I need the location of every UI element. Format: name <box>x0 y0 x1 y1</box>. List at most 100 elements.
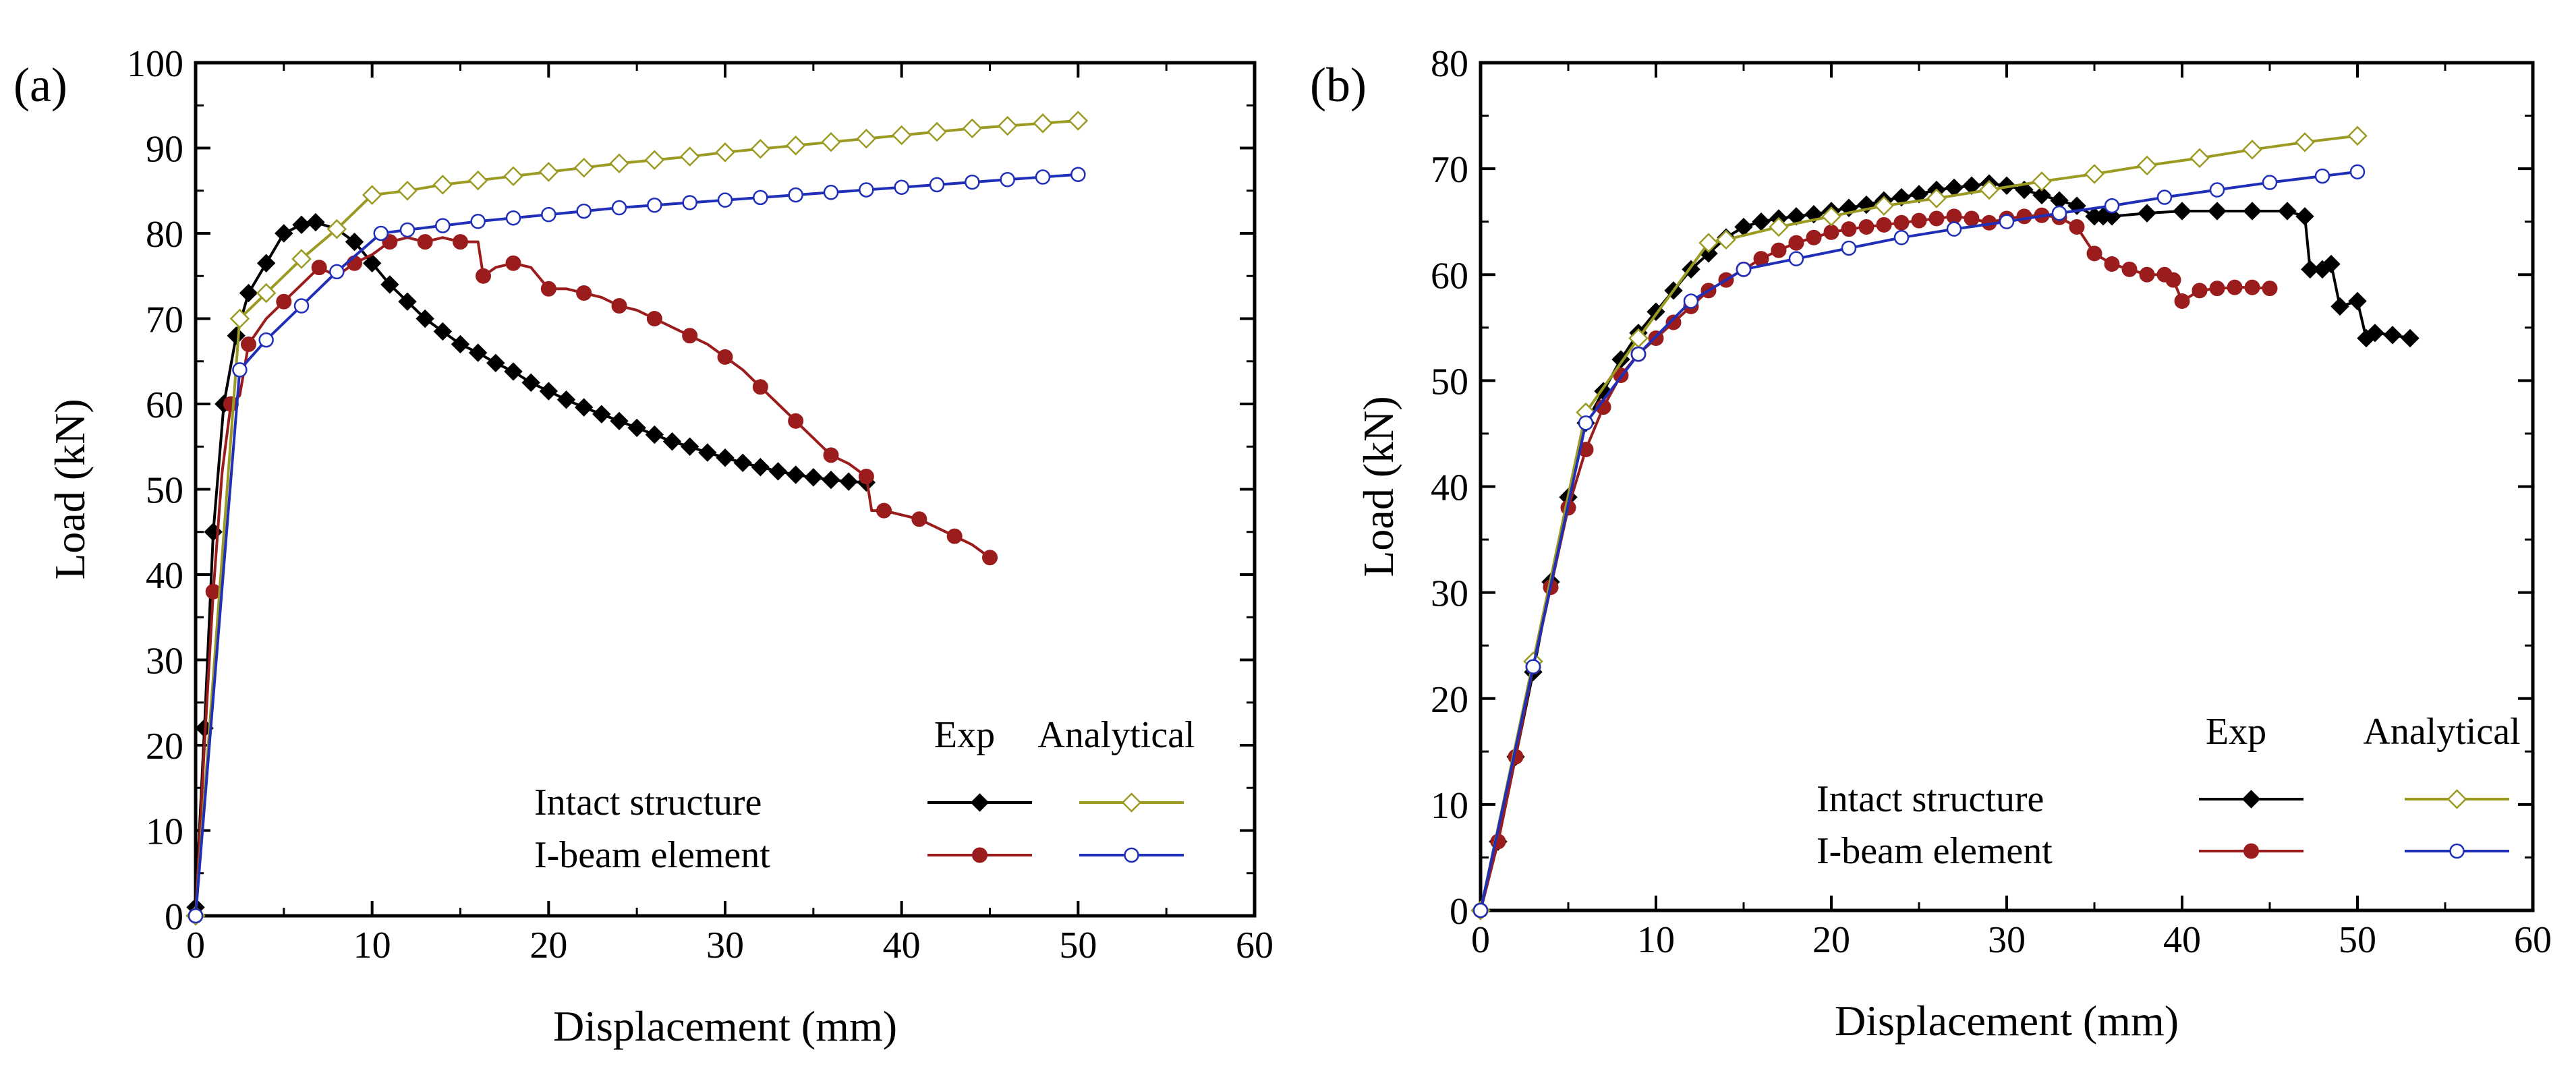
data-point-marker <box>715 142 735 163</box>
data-point-marker <box>2032 185 2051 205</box>
data-point-marker <box>1964 210 1980 227</box>
data-point-marker <box>891 125 912 146</box>
x-axis-label: Displacement (mm) <box>553 1002 897 1050</box>
data-point-marker <box>1070 167 1086 182</box>
legend: Exp Analytical Intact structure I-beam elem… <box>1816 711 2521 872</box>
data-point-marker <box>911 511 927 527</box>
data-point-marker <box>2314 168 2330 184</box>
data-point-marker <box>823 185 839 200</box>
data-point-marker <box>1823 224 1839 240</box>
data-point-marker <box>2084 164 2105 184</box>
data-point-marker <box>1788 251 1804 266</box>
data-point-marker <box>962 118 983 139</box>
legend-row-label: I-beam element <box>534 834 770 876</box>
x-tick-label: 0 <box>1471 919 1490 961</box>
data-point-marker <box>1893 230 1910 245</box>
data-point-marker <box>1910 185 1928 204</box>
data-point-marker <box>1876 216 1892 233</box>
data-point-marker <box>486 353 505 372</box>
legend-swatch-marker <box>1124 847 1139 863</box>
series-line <box>1479 170 2358 911</box>
data-point-marker <box>2295 132 2315 152</box>
data-point-marker <box>1911 212 1927 229</box>
x-tick-label: 20 <box>529 925 567 966</box>
data-point-marker <box>276 293 292 310</box>
data-point-marker <box>1997 176 2016 195</box>
data-point-marker <box>2366 323 2384 343</box>
y-axis-label: Load (kN) <box>1354 396 1402 577</box>
data-point-marker <box>291 249 312 269</box>
legend-row-label: Intact structure <box>534 782 762 823</box>
data-point-marker <box>275 224 293 243</box>
legend-col-header: Exp <box>934 714 995 756</box>
data-point-marker <box>2069 219 2085 235</box>
data-point-marker <box>2121 261 2138 277</box>
data-point-marker <box>611 200 627 216</box>
data-point-marker <box>2104 256 2120 272</box>
data-point-marker <box>505 255 521 271</box>
data-point-marker <box>574 398 594 417</box>
data-point-marker <box>982 550 998 566</box>
y-tick-label: 90 <box>146 129 183 171</box>
data-point-marker <box>539 382 559 401</box>
data-point-marker <box>750 138 771 159</box>
data-point-marker <box>946 528 963 544</box>
data-point-marker <box>609 153 629 174</box>
data-point-marker <box>1525 659 1541 674</box>
panel-label: (b) <box>1310 58 1367 112</box>
data-point-marker <box>1771 242 1787 258</box>
data-point-marker <box>1665 314 1682 330</box>
y-tick-label: 70 <box>146 299 183 341</box>
data-point-marker <box>788 413 804 429</box>
data-point-marker <box>717 192 733 208</box>
x-tick-label: 60 <box>1236 925 1273 966</box>
data-point-marker <box>476 268 492 284</box>
data-point-marker <box>823 447 839 463</box>
data-point-marker <box>329 264 345 280</box>
data-point-marker <box>188 908 204 924</box>
data-point-marker <box>611 298 627 314</box>
x-tick-label: 30 <box>1988 919 2026 961</box>
data-point-marker <box>345 232 364 252</box>
data-point-marker <box>2156 190 2173 205</box>
data-point-marker <box>576 285 592 301</box>
data-point-marker <box>2227 279 2243 295</box>
data-point-marker <box>644 150 665 170</box>
legend-swatch-marker <box>2449 843 2465 859</box>
y-tick-label: 80 <box>1431 43 1468 85</box>
data-point-marker <box>2301 260 2320 279</box>
data-point-marker <box>229 308 250 329</box>
data-point-marker <box>2209 281 2225 297</box>
data-point-marker <box>258 332 274 348</box>
data-point-marker <box>1736 262 1752 277</box>
data-point-marker <box>2032 171 2052 192</box>
data-point-marker <box>1999 214 2015 229</box>
data-point-marker <box>521 373 540 392</box>
legend: Exp Analytical Intact structure I-beam elem… <box>534 714 1195 876</box>
x-tick-label: 30 <box>706 925 744 966</box>
data-point-marker <box>1698 233 1719 253</box>
data-point-marker <box>417 234 433 250</box>
data-point-marker <box>256 254 276 272</box>
data-point-marker <box>1578 415 1594 431</box>
x-tick-label: 40 <box>883 925 921 966</box>
data-point-marker <box>1928 210 1945 227</box>
x-tick-label: 40 <box>2163 919 2201 961</box>
x-tick-label: 10 <box>353 925 391 966</box>
legend-swatch-marker <box>2243 843 2259 859</box>
data-point-marker <box>435 218 451 233</box>
y-tick-label: 10 <box>1431 785 1468 827</box>
data-point-marker <box>2401 328 2420 348</box>
x-tick-label: 0 <box>186 925 205 966</box>
data-point-marker <box>2086 245 2102 262</box>
data-point-marker <box>2244 279 2260 295</box>
y-tick-label: 20 <box>146 726 183 767</box>
data-point-marker <box>306 212 325 232</box>
data-point-marker <box>2262 281 2278 297</box>
data-point-marker <box>1962 176 1981 195</box>
y-tick-label: 80 <box>146 214 183 256</box>
legend-swatch-marker <box>2446 789 2467 809</box>
data-point-marker <box>647 198 662 213</box>
data-point-marker <box>2243 202 2262 221</box>
data-point-marker <box>856 128 877 149</box>
